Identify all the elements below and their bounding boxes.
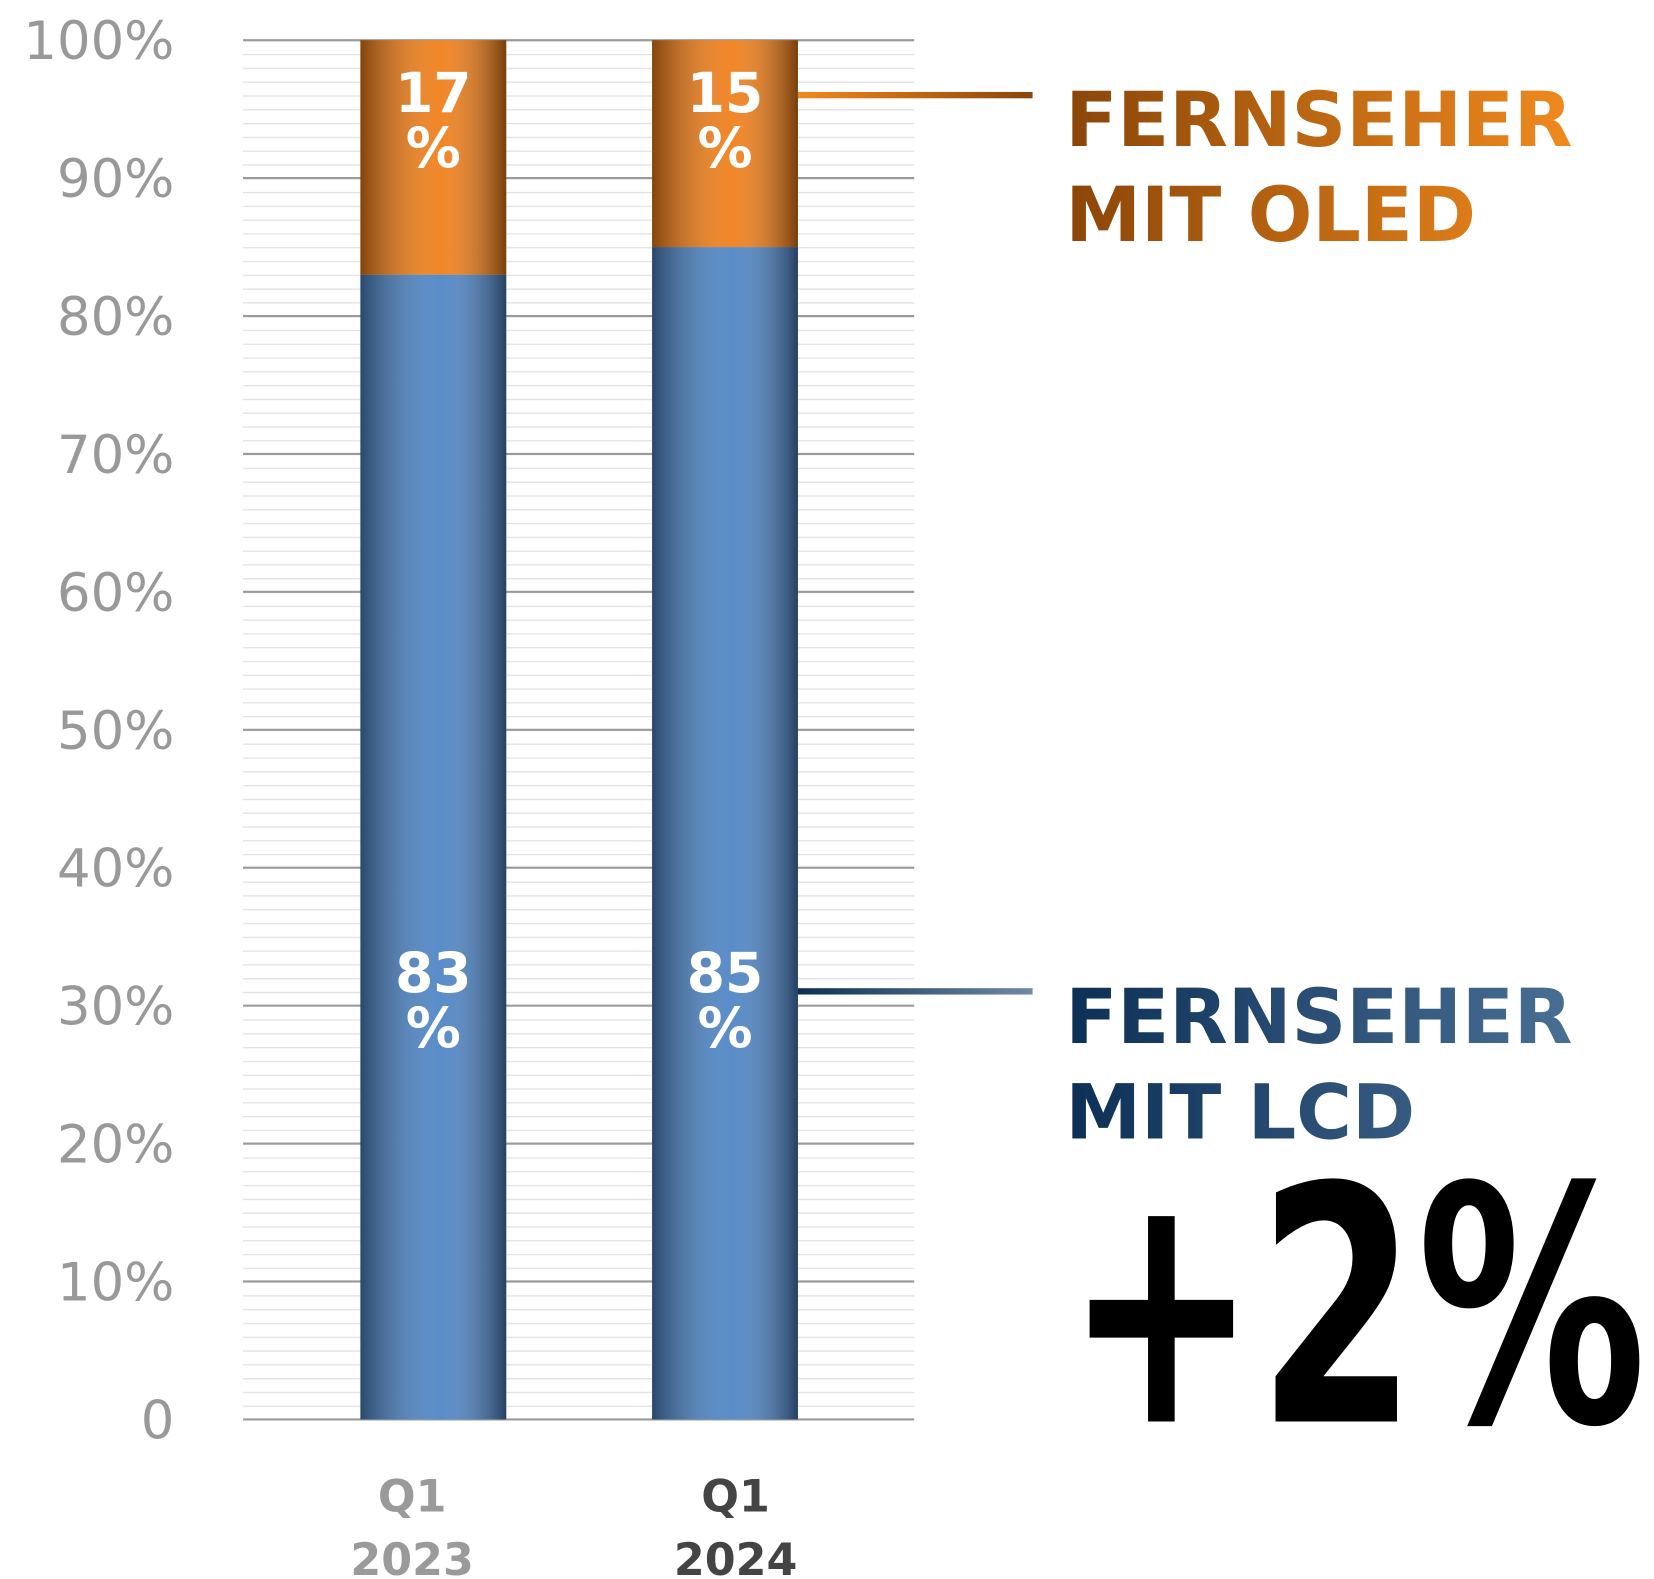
bar-shade xyxy=(652,247,798,1420)
legend-label: FERNSEHER MIT OLED xyxy=(1065,75,1572,259)
y-tick-label: 20% xyxy=(57,1115,174,1176)
value-label: 83% xyxy=(395,941,471,1060)
y-tick-label: 80% xyxy=(57,287,174,348)
y-tick-label: 0 xyxy=(141,1390,175,1451)
legend-line xyxy=(797,988,1033,995)
y-tick-label: 40% xyxy=(57,839,174,900)
bar-shade xyxy=(360,40,507,275)
y-tick-label: 100% xyxy=(23,11,174,72)
value-label: 15% xyxy=(687,61,763,180)
value-label: 85% xyxy=(687,941,763,1060)
y-tick-label: 50% xyxy=(57,701,174,762)
y-tick-label: 90% xyxy=(57,149,174,210)
legend-label: FERNSEHER MIT LCD xyxy=(1065,972,1572,1156)
legend-line xyxy=(797,91,1033,99)
y-tick-label: 30% xyxy=(57,977,174,1038)
annotation: +2% xyxy=(1065,1119,1646,1500)
x-tick-label: Q1 2024 xyxy=(674,1471,798,1579)
value-label: 17% xyxy=(395,61,471,180)
bar-shade xyxy=(360,274,507,1420)
y-tick-label: 70% xyxy=(57,425,174,486)
x-tick-label: Q1 2023 xyxy=(350,1471,474,1579)
y-tick-label: 60% xyxy=(57,563,174,624)
bar-shade xyxy=(652,40,798,248)
y-tick-label: 10% xyxy=(57,1252,174,1313)
